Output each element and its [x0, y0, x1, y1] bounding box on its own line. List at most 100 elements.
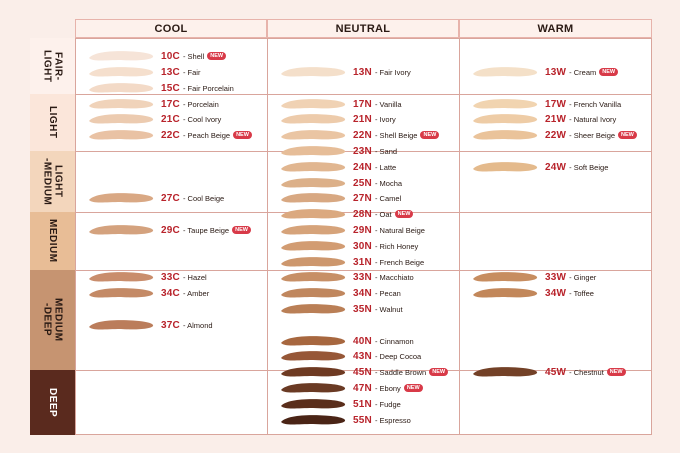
swatch-33w: [473, 272, 538, 282]
shade-name: - Natural Ivory: [569, 114, 617, 124]
shade-code: 27C: [161, 192, 180, 204]
shade-label-40n: 40N - Cinnamon: [353, 334, 414, 348]
swatch-17n: [281, 99, 346, 109]
shade-label-51n: 51N - Fudge: [353, 397, 401, 411]
shade-label-10c: 10C - Shell NEW: [161, 49, 227, 63]
shade-code: 28N: [353, 208, 372, 220]
shade-label-15c: 15C - Fair Porcelain: [161, 81, 234, 95]
shade-label-29c: 29C - Taupe Beige NEW: [161, 223, 251, 237]
shade-code: 37C: [161, 319, 180, 331]
shade-code: 55N: [353, 414, 372, 426]
shade-code: 21W: [545, 113, 567, 125]
shade-name: - Hazel: [182, 272, 207, 282]
shade-code: 27N: [353, 192, 372, 204]
swatch-21w: [473, 114, 538, 124]
shade-label-17w: 17W - French Vanilla: [545, 97, 621, 111]
swatch-34c: [89, 288, 154, 298]
shade-name: - Camel: [374, 193, 402, 203]
swatch-45w: [473, 367, 538, 377]
shade-code: 17C: [161, 98, 180, 110]
shade-name: - Fair Porcelain: [182, 83, 234, 93]
shade-code: 22W: [545, 129, 567, 141]
shade-code: 10C: [161, 50, 180, 62]
shade-label-37c: 37C - Almond: [161, 318, 213, 332]
band-fair-light: FAIR- LIGHT: [30, 38, 75, 94]
new-badge: NEW: [207, 52, 227, 60]
shade-label-33w: 33W - Ginger: [545, 270, 596, 284]
column-header-cool: COOL: [75, 19, 267, 38]
shade-name: - Ebony: [374, 383, 401, 393]
shade-name: - Fair: [182, 67, 201, 77]
chart-grid: [75, 38, 652, 435]
shade-code: 33C: [161, 271, 180, 283]
shade-code: 29C: [161, 224, 180, 236]
new-badge: NEW: [618, 131, 637, 139]
swatch-25n: [281, 178, 346, 188]
swatch-22w: [473, 130, 538, 140]
shade-code: 13W: [545, 66, 567, 78]
shade-label-25n: 25N - Mocha: [353, 176, 402, 190]
shade-label-31n: 31N - French Beige: [353, 255, 424, 269]
shade-code: 43N: [353, 350, 372, 362]
swatch-23n: [281, 146, 346, 156]
new-badge: NEW: [232, 226, 251, 234]
new-badge: NEW: [606, 368, 626, 376]
shade-label-24w: 24W - Soft Beige: [545, 160, 608, 174]
shade-code: 40N: [353, 335, 372, 347]
shade-code: 22C: [161, 129, 180, 141]
shade-label-34n: 34N - Pecan: [353, 286, 401, 300]
shade-label-22w: 22W - Sheer Beige NEW: [545, 128, 637, 142]
shade-code: 17N: [353, 98, 372, 110]
shade-code: 34C: [161, 287, 180, 299]
shade-label-23n: 23N - Sand: [353, 144, 397, 158]
shade-name: - Chestnut: [569, 367, 604, 377]
shade-code: 13N: [353, 66, 372, 78]
shade-name: - Natural Beige: [374, 225, 425, 235]
swatch-43n: [281, 351, 346, 361]
shade-code: 29N: [353, 224, 372, 236]
column-header-neutral: NEUTRAL: [267, 19, 459, 38]
shade-name: - Ginger: [569, 272, 597, 282]
swatch-13c: [89, 67, 154, 77]
shade-label-43n: 43N - Deep Cocoa: [353, 349, 421, 363]
shade-code: 51N: [353, 398, 372, 410]
shade-name: - Soft Beige: [569, 162, 609, 172]
shade-name: - Shell: [182, 51, 205, 61]
shade-label-34c: 34C - Amber: [161, 286, 209, 300]
shade-label-45w: 45W - Chestnut NEW: [545, 365, 626, 379]
swatch-40n: [281, 336, 346, 346]
swatch-10c: [89, 51, 154, 61]
shade-name: - Toffee: [569, 288, 594, 298]
band-label: LIGHT -MEDIUM: [41, 157, 64, 206]
band-deep: DEEP: [30, 370, 75, 435]
band-light-medium: LIGHT -MEDIUM: [30, 151, 75, 212]
band-medium-deep: MEDIUM -DEEP: [30, 270, 75, 370]
shade-name: - Fair Ivory: [374, 67, 411, 77]
shade-name: - French Vanilla: [569, 99, 622, 109]
new-badge: NEW: [429, 368, 449, 376]
shade-label-17n: 17N - Vanilla: [353, 97, 402, 111]
band-medium: MEDIUM: [30, 212, 75, 270]
shade-label-13w: 13W - Cream NEW: [545, 65, 619, 79]
shade-code: 24W: [545, 161, 567, 173]
shade-label-55n: 55N - Espresso: [353, 413, 411, 427]
shade-name: - Amber: [182, 288, 210, 298]
swatch-13w: [473, 67, 538, 77]
shade-label-13n: 13N - Fair Ivory: [353, 65, 411, 79]
shade-code: 30N: [353, 240, 372, 252]
swatch-31n: [281, 257, 346, 267]
swatch-35n: [281, 304, 346, 314]
shade-name: - Taupe Beige: [182, 225, 230, 235]
shade-label-13c: 13C - Fair: [161, 65, 200, 79]
shade-name: - Porcelain: [182, 99, 219, 109]
band-label: DEEP: [47, 387, 58, 418]
swatch-29c: [89, 225, 154, 235]
shade-code: 34N: [353, 287, 372, 299]
shade-label-22n: 22N - Shell Beige NEW: [353, 128, 440, 142]
shade-label-47n: 47N - Ebony NEW: [353, 381, 423, 395]
shade-code: 15C: [161, 82, 180, 94]
swatch-15c: [89, 83, 154, 93]
shade-label-33c: 33C - Hazel: [161, 270, 207, 284]
swatch-34w: [473, 288, 538, 298]
